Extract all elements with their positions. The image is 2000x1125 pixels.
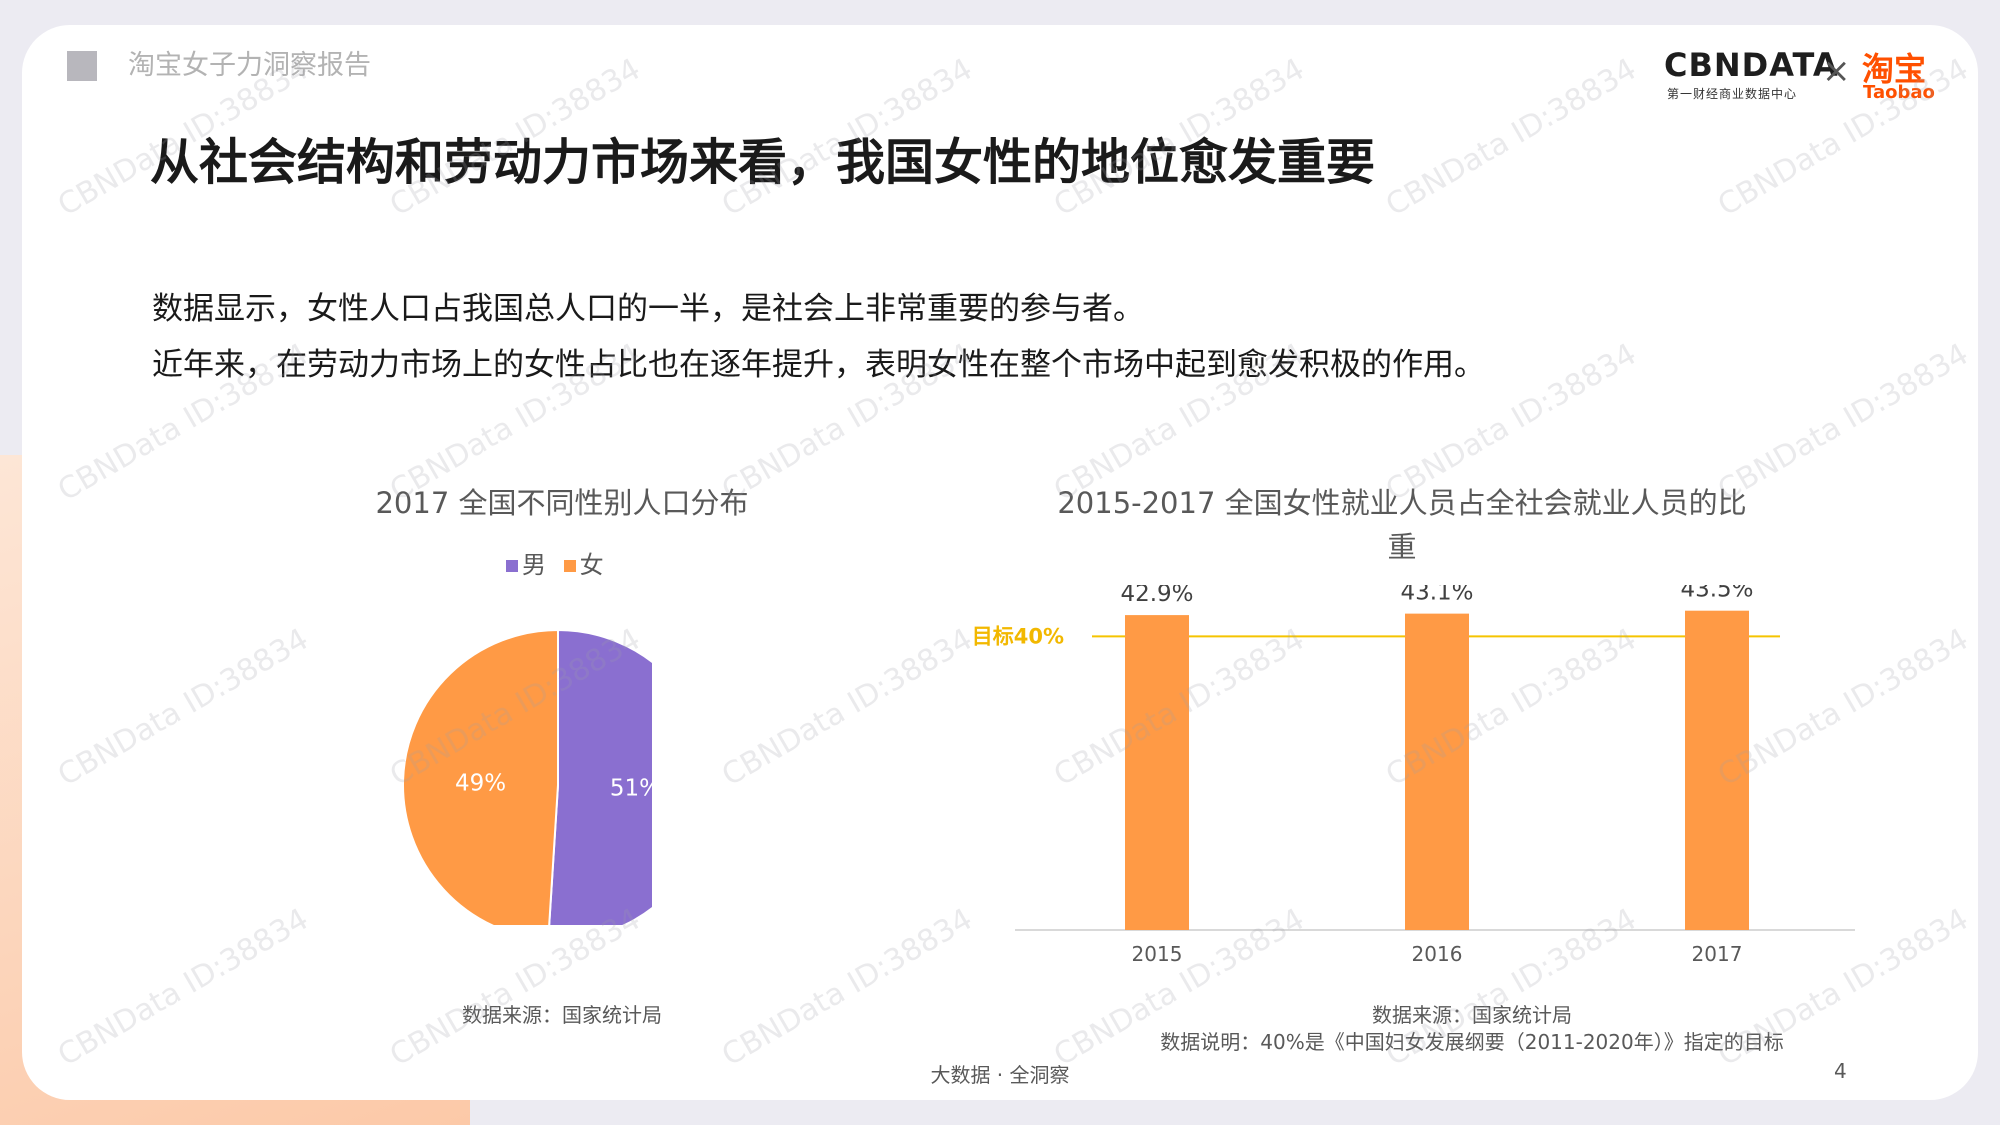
pie-chart: 51% 49% bbox=[402, 628, 652, 925]
pie-slice-female bbox=[402, 628, 559, 925]
report-title: 淘宝女子力洞察报告 bbox=[128, 50, 371, 81]
watermark-text: CBNData ID:38834 bbox=[52, 901, 315, 1074]
x-tick-label-2015: 2015 bbox=[1132, 942, 1183, 966]
cbndata-logo-subtitle: 第一财经商业数据中心 bbox=[1667, 87, 1798, 101]
header-square-icon bbox=[67, 51, 97, 81]
bar-2015 bbox=[1125, 615, 1189, 930]
pie-label-male: 51% bbox=[610, 775, 652, 801]
legend-label-male: 男 bbox=[522, 551, 546, 579]
pie-legend: 男 女 bbox=[506, 545, 614, 580]
x-tick-label-2017: 2017 bbox=[1692, 942, 1743, 966]
bar-chart-title-line-1: 2015-2017 全国女性就业人员占全社会就业人员的比 bbox=[1057, 486, 1747, 520]
footer-slogan: 大数据 · 全洞察 bbox=[930, 1063, 1070, 1087]
legend-swatch-female bbox=[563, 560, 576, 572]
bar-2017 bbox=[1685, 610, 1749, 930]
page-number: 4 bbox=[1834, 1059, 1847, 1083]
watermark-text: CBNData ID:38834 bbox=[52, 621, 315, 794]
pie-slice-male bbox=[548, 628, 652, 925]
bar-value-label-2017: 43.5% bbox=[1680, 585, 1753, 603]
bar-value-label-2015: 42.9% bbox=[1120, 585, 1193, 607]
legend-item-female: 女 bbox=[563, 551, 604, 579]
legend-item-male: 男 bbox=[506, 551, 546, 579]
bar-value-label-2016: 43.1% bbox=[1400, 585, 1473, 606]
slide-card: 淘宝女子力洞察报告 CBNDATA 第一财经商业数据中心 × 淘宝 Taobao… bbox=[22, 25, 1978, 1100]
bar-data-note: 数据说明：40%是《中国妇女发展纲要（2011-2020年）》指定的目标 bbox=[1160, 1030, 1784, 1054]
pie-label-female: 49% bbox=[455, 771, 506, 797]
pie-chart-title: 2017 全国不同性别人口分布 bbox=[375, 486, 749, 520]
legend-label-female: 女 bbox=[579, 551, 604, 579]
pie-source-note: 数据来源：国家统计局 bbox=[462, 1003, 662, 1027]
watermark-text: CBNData ID:38834 bbox=[716, 621, 979, 794]
page-title: 从社会结构和劳动力市场来看，我国女性的地位愈发重要 bbox=[150, 134, 1376, 191]
bar-chart: 目标40% 42.9% 43.1% 43.5% 2015 2016 2017 bbox=[972, 585, 1855, 966]
body-text-line-2: 近年来，在劳动力市场上的女性占比也在逐年提升，表明女性在整个市场中起到愈发积极的… bbox=[152, 347, 1485, 383]
target-reference-label: 目标40% bbox=[972, 624, 1064, 648]
taobao-logo: 淘宝 bbox=[1862, 50, 1927, 88]
watermark-text: CBNData ID:38834 bbox=[384, 901, 647, 1074]
body-text-line-1: 数据显示，女性人口占我国总人口的一半，是社会上非常重要的参与者。 bbox=[152, 291, 1144, 327]
bar-chart-title-line-2: 重 bbox=[1387, 530, 1417, 564]
cbndata-logo: CBNDATA bbox=[1664, 46, 1839, 84]
taobao-logo-subtitle: Taobao bbox=[1863, 82, 1935, 103]
bar-2016 bbox=[1405, 613, 1469, 930]
brand-separator: × bbox=[1822, 51, 1851, 91]
bar-source-note: 数据来源：国家统计局 bbox=[1372, 1003, 1572, 1027]
watermark-text: CBNData ID:38834 bbox=[716, 901, 979, 1074]
x-tick-label-2016: 2016 bbox=[1412, 942, 1463, 966]
watermark-text: CBNData ID:38834 bbox=[1380, 51, 1643, 224]
bar-chart-title: 2015-2017 全国女性就业人员占全社会就业人员的比 重 bbox=[1032, 481, 1772, 569]
legend-swatch-male bbox=[506, 560, 518, 572]
